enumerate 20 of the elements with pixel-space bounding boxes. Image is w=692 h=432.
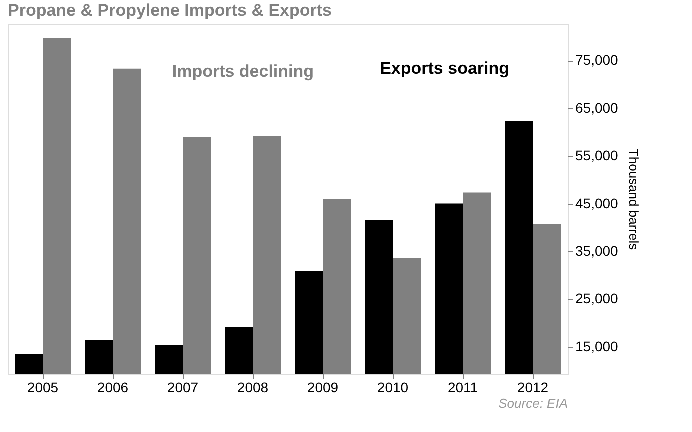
y2-tick-label: 75,000 xyxy=(576,52,619,68)
y2-tick-label: 35,000 xyxy=(576,242,619,259)
x-tick-label: 2010 xyxy=(377,380,409,396)
y2-tick-label: 45,000 xyxy=(576,195,619,212)
x-tick-label: 2012 xyxy=(517,380,549,396)
x-tick-label: 2006 xyxy=(97,380,129,396)
y2-axis-title: Thousand barrels xyxy=(626,148,642,251)
chart-title: Propane & Propylene Imports & Exports xyxy=(8,1,332,20)
text: Exports soaring xyxy=(380,59,510,78)
y2-tick-label: 55,000 xyxy=(576,148,619,164)
x-tick-label: 2008 xyxy=(237,380,269,396)
y2-tick-label: 15,000 xyxy=(576,338,619,354)
source-note: Source: EIA xyxy=(498,396,568,411)
x-tick-label: 2011 xyxy=(448,380,478,396)
series-label: Imports declining xyxy=(172,62,314,81)
x-tick-label: 2005 xyxy=(27,380,59,396)
x-tick-label: 2007 xyxy=(167,380,199,396)
x-tick-label: 2009 xyxy=(307,380,339,396)
y2-tick-label: 25,000 xyxy=(576,290,619,307)
y2-tick-label: 65,000 xyxy=(576,100,619,116)
